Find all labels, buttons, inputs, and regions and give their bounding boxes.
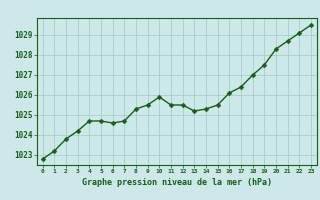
X-axis label: Graphe pression niveau de la mer (hPa): Graphe pression niveau de la mer (hPa) [82,178,272,187]
